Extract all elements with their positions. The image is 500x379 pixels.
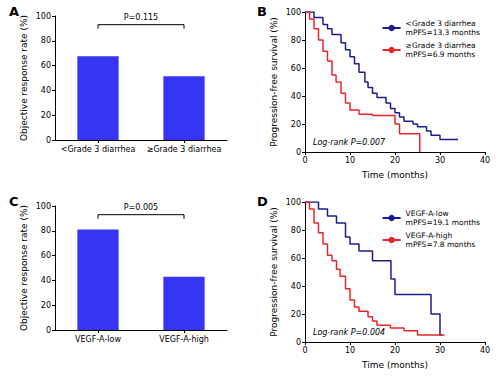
svg-text:P=0.005: P=0.005 bbox=[124, 203, 158, 212]
svg-text:P=0.115: P=0.115 bbox=[124, 13, 158, 22]
svg-text:60: 60 bbox=[41, 251, 51, 260]
svg-text:D: D bbox=[257, 194, 268, 209]
svg-text:40: 40 bbox=[480, 346, 490, 355]
svg-text:mPFS=7.8 months: mPFS=7.8 months bbox=[406, 240, 476, 249]
svg-text:VEGF-A-high: VEGF-A-high bbox=[406, 231, 453, 240]
svg-text:40: 40 bbox=[41, 276, 51, 285]
svg-text:10: 10 bbox=[345, 156, 355, 165]
svg-text:20: 20 bbox=[41, 111, 51, 120]
svg-text:mPFS=13.3 months: mPFS=13.3 months bbox=[406, 28, 480, 37]
svg-text:80: 80 bbox=[41, 226, 51, 235]
svg-text:mPFS=19.1 months: mPFS=19.1 months bbox=[406, 218, 480, 227]
svg-text:40: 40 bbox=[480, 156, 490, 165]
svg-text:20: 20 bbox=[291, 310, 301, 319]
svg-text:100: 100 bbox=[36, 12, 51, 21]
svg-text:VEGF-A-high: VEGF-A-high bbox=[159, 335, 209, 344]
svg-text:C: C bbox=[9, 194, 19, 209]
svg-text:0: 0 bbox=[302, 156, 307, 165]
svg-text:10: 10 bbox=[345, 346, 355, 355]
svg-text:100: 100 bbox=[286, 198, 301, 207]
svg-text:0: 0 bbox=[296, 148, 301, 157]
svg-text:40: 40 bbox=[291, 282, 301, 291]
svg-text:VEGF-A-low: VEGF-A-low bbox=[75, 335, 121, 344]
svg-text:Log-rank P=0.007: Log-rank P=0.007 bbox=[313, 138, 386, 147]
svg-text:20: 20 bbox=[390, 156, 400, 165]
svg-text:0: 0 bbox=[46, 326, 51, 335]
svg-text:≥Grade 3 diarrhea: ≥Grade 3 diarrhea bbox=[406, 41, 476, 50]
svg-text:40: 40 bbox=[291, 92, 301, 101]
svg-text:60: 60 bbox=[291, 254, 301, 263]
svg-text:<Grade 3 diarrhea: <Grade 3 diarrhea bbox=[406, 19, 476, 28]
svg-text:A: A bbox=[9, 4, 19, 19]
svg-text:80: 80 bbox=[291, 36, 301, 45]
svg-text:80: 80 bbox=[41, 36, 51, 45]
svg-text:B: B bbox=[257, 4, 267, 19]
svg-text:Time (months): Time (months) bbox=[361, 360, 428, 370]
svg-text:VEGF-A-low: VEGF-A-low bbox=[406, 209, 449, 218]
svg-text:20: 20 bbox=[291, 120, 301, 129]
svg-text:100: 100 bbox=[36, 202, 51, 211]
svg-text:≥Grade 3 diarrhea: ≥Grade 3 diarrhea bbox=[147, 145, 222, 154]
svg-text:20: 20 bbox=[390, 346, 400, 355]
svg-text:0: 0 bbox=[302, 346, 307, 355]
svg-text:mPFS=6.9 months: mPFS=6.9 months bbox=[406, 50, 476, 59]
svg-text:Time (months): Time (months) bbox=[361, 170, 428, 180]
svg-text:20: 20 bbox=[41, 301, 51, 310]
svg-text:Progression-free survival (%): Progression-free survival (%) bbox=[269, 17, 279, 147]
svg-text:Log-rank P=0.004: Log-rank P=0.004 bbox=[313, 328, 385, 337]
svg-text:Objective response rate (%): Objective response rate (%) bbox=[19, 205, 29, 331]
svg-text:80: 80 bbox=[291, 226, 301, 235]
svg-text:30: 30 bbox=[435, 346, 445, 355]
svg-text:Progression-free survival (%): Progression-free survival (%) bbox=[269, 207, 279, 337]
svg-text:30: 30 bbox=[435, 156, 445, 165]
svg-text:60: 60 bbox=[41, 61, 51, 70]
svg-text:0: 0 bbox=[46, 136, 51, 145]
svg-text:Objective response rate (%): Objective response rate (%) bbox=[19, 15, 29, 141]
svg-text:0: 0 bbox=[296, 338, 301, 347]
svg-text:<Grade 3 diarrhea: <Grade 3 diarrhea bbox=[61, 145, 136, 154]
svg-text:100: 100 bbox=[286, 8, 301, 17]
svg-text:40: 40 bbox=[41, 86, 51, 95]
svg-text:60: 60 bbox=[291, 64, 301, 73]
